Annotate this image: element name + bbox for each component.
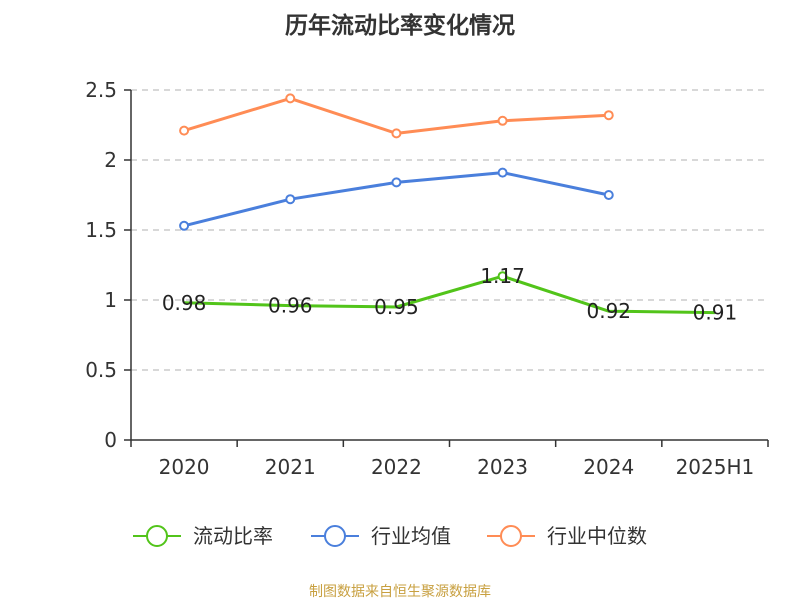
x-tick-label: 2023 <box>477 455 528 479</box>
data-point <box>497 271 508 282</box>
source-note: 制图数据来自恒生聚源数据库 <box>309 584 491 600</box>
legend-marker <box>324 525 346 547</box>
data-labels: 0.98 0.96 0.95 1.17 0.92 0.91 <box>162 264 737 324</box>
data-point <box>179 125 190 136</box>
data-point <box>603 110 614 121</box>
legend-label: 行业中位数 <box>547 524 647 548</box>
data-label: 0.98 <box>162 291 207 315</box>
series-line <box>183 96 609 135</box>
y-tick-label: 0 <box>104 428 117 452</box>
data-label: 0.95 <box>374 295 419 319</box>
legend-marker <box>146 525 168 547</box>
data-point <box>285 93 296 104</box>
legend-label: 行业均值 <box>371 524 451 548</box>
x-tick-label: 2024 <box>583 455 634 479</box>
y-tick-label: 1 <box>104 288 117 312</box>
data-point <box>391 128 402 139</box>
data-point <box>391 177 402 188</box>
data-point <box>497 115 508 126</box>
data-point <box>497 167 508 178</box>
legend: 流动比率 行业均值 行业中位数 <box>133 524 647 548</box>
chart-title: 历年流动比率变化情况 <box>285 12 515 39</box>
data-label: 0.91 <box>693 301 738 325</box>
series-line <box>184 274 715 315</box>
data-label: 1.17 <box>480 264 525 288</box>
axes: 0 0.5 1 1.5 2 2.5 2020 2021 2022 2023 2024 2025H1 <box>85 78 769 479</box>
y-tick-label: 2.5 <box>85 78 117 102</box>
series-layer <box>179 93 715 315</box>
data-point <box>285 194 296 205</box>
legend-label: 流动比率 <box>193 524 273 548</box>
data-point <box>179 220 190 231</box>
grid-lines <box>131 89 768 371</box>
x-tick-label: 2021 <box>265 455 316 479</box>
y-tick-label: 2 <box>104 148 117 172</box>
y-tick-label: 1.5 <box>85 218 117 242</box>
data-label: 0.92 <box>586 299 631 323</box>
x-tick-label: 2022 <box>371 455 422 479</box>
legend-marker <box>500 525 522 547</box>
y-tick-label: 0.5 <box>85 358 117 382</box>
data-point <box>603 190 614 200</box>
x-tick-label: 2025H1 <box>676 455 755 479</box>
data-label: 0.96 <box>268 294 313 318</box>
x-tick-label: 2020 <box>159 455 210 479</box>
